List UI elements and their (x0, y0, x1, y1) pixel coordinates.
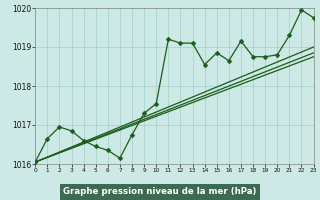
Text: Graphe pression niveau de la mer (hPa): Graphe pression niveau de la mer (hPa) (63, 188, 257, 196)
